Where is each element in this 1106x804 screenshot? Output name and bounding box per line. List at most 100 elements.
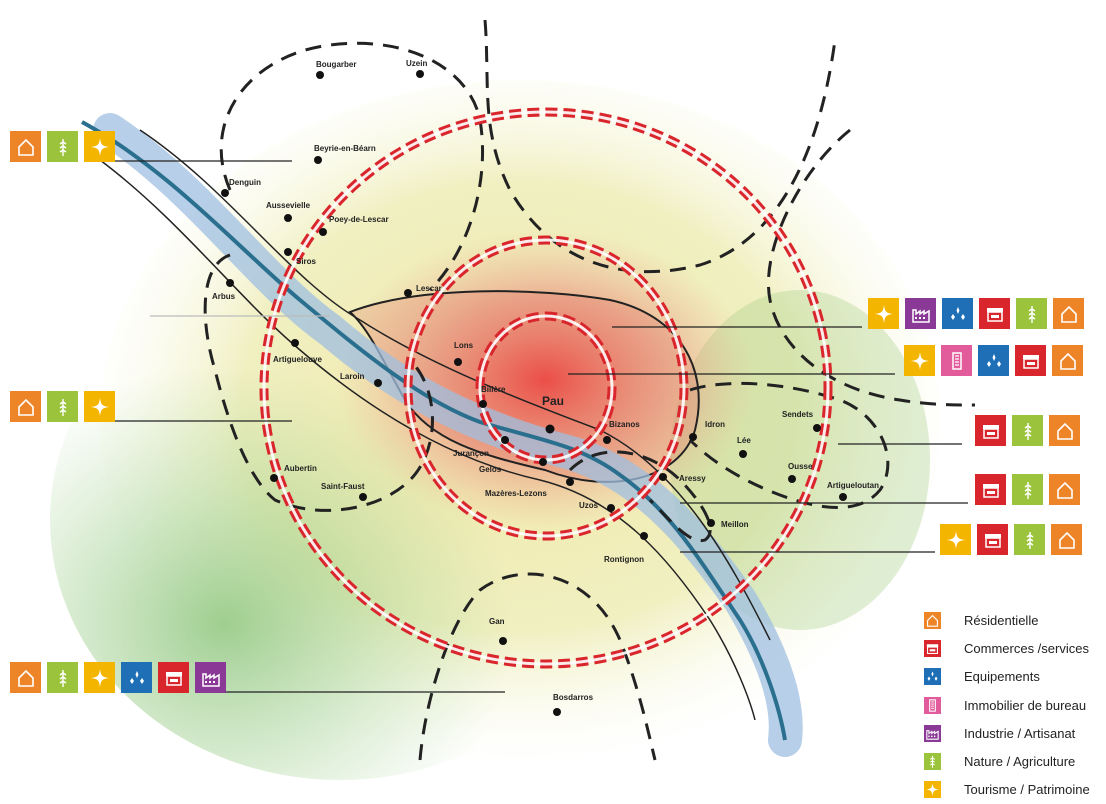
town-marker <box>316 71 324 79</box>
icon-group-east-5 <box>940 524 1082 555</box>
town-marker <box>284 214 292 222</box>
town-lee: Lée <box>737 436 751 458</box>
town-label: Gelos <box>479 465 502 474</box>
industrie-icon <box>924 724 941 742</box>
icon-group-east-3 <box>975 415 1080 446</box>
ring-outer-core <box>262 110 830 666</box>
town-label: Arbus <box>212 292 236 301</box>
residentielle-icon <box>10 131 41 162</box>
river-gave-de-pau <box>81 120 787 741</box>
legend-label: Nature / Agriculture <box>964 754 1076 770</box>
legend-item-industrie: Industrie / Artisanat <box>924 719 1106 747</box>
town-label: Uzein <box>406 59 427 68</box>
town-label: Aussevielle <box>266 201 311 210</box>
town-marker <box>545 424 555 434</box>
town-marker <box>607 504 615 512</box>
residentielle-icon <box>1053 298 1084 329</box>
nature-icon <box>924 753 941 771</box>
town-arbus: Arbus <box>212 279 236 301</box>
sector-southeast <box>568 450 712 543</box>
town-bizanos: Bizanos <box>603 420 640 444</box>
town-marker <box>689 433 697 441</box>
legend-label: Industrie / Artisanat <box>964 725 1076 741</box>
town-label: Laroin <box>340 372 365 381</box>
town-marker <box>539 458 547 466</box>
residentielle-icon <box>924 611 941 629</box>
sector-north <box>219 41 484 292</box>
sector-east <box>688 381 890 509</box>
town-beyrie-en-bearn: Beyrie-en-Béarn <box>314 144 376 164</box>
legend: Résidentielle Commerces /services Equipeme… <box>924 606 1106 804</box>
town-laroin: Laroin <box>340 372 382 387</box>
commerces-icon <box>924 639 941 657</box>
legend-item-residentielle: Résidentielle <box>924 606 1106 634</box>
town-marker <box>314 156 322 164</box>
residentielle-icon <box>10 662 41 693</box>
town-saint-faust: Saint-Faust <box>321 482 367 501</box>
town-label: Idron <box>705 420 725 429</box>
equipements-icon <box>924 668 941 686</box>
legend-item-immobilier: Immobilier de bureau <box>924 691 1106 719</box>
town-ousse: Ousse <box>788 462 813 483</box>
town-label: Artigueloutan <box>827 481 879 490</box>
town-aressy: Aressy <box>659 473 706 483</box>
town-marker <box>291 339 299 347</box>
equipements-icon <box>978 345 1009 376</box>
sector-north-center <box>483 19 837 274</box>
town-gan: Gan <box>489 617 507 645</box>
immobilier-icon <box>924 696 941 714</box>
town-marker <box>788 475 796 483</box>
towns-layer: Uzein Bougarber Beyrie-en-Béarn Denguin Auss… <box>212 59 879 716</box>
town-label: Aubertin <box>284 464 317 473</box>
urban-core-wash <box>335 230 755 530</box>
town-marker <box>374 379 382 387</box>
town-marker <box>226 279 234 287</box>
commerces-icon <box>975 474 1006 505</box>
sector-south <box>418 572 657 761</box>
town-label: Poey-de-Lescar <box>329 215 389 224</box>
nature-icon <box>47 391 78 422</box>
legend-item-equipements: Equipements <box>924 663 1106 691</box>
town-denguin: Denguin <box>221 178 261 197</box>
town-label: Denguin <box>229 178 261 187</box>
icon-group-east-2 <box>904 345 1083 376</box>
ring-middle-core <box>406 238 686 538</box>
town-jurancon: Jurançon <box>453 436 509 458</box>
town-marker <box>319 228 327 236</box>
commerces-icon <box>975 415 1006 446</box>
town-marker <box>221 189 229 197</box>
legend-label: Tourisme / Patrimoine <box>964 782 1090 798</box>
icon-group-east-1 <box>868 298 1084 329</box>
town-uzein: Uzein <box>406 59 427 78</box>
town-marker <box>707 519 715 527</box>
residentielle-icon <box>1049 415 1080 446</box>
town-sendets: Sendets <box>782 410 821 432</box>
town-siros: Siros <box>284 248 317 266</box>
sector-north-east <box>767 128 976 407</box>
town-marker <box>659 473 667 481</box>
sector-west <box>203 253 434 512</box>
town-marker <box>454 358 462 366</box>
immobilier-icon <box>941 345 972 376</box>
legend-label: Commerces /services <box>964 640 1089 656</box>
town-marker <box>640 532 648 540</box>
town-marker <box>501 436 509 444</box>
icon-group-south-west <box>10 662 226 693</box>
residentielle-icon <box>1052 345 1083 376</box>
nature-icon <box>1014 524 1045 555</box>
town-label: Ousse <box>788 462 813 471</box>
commerces-icon <box>1015 345 1046 376</box>
equipements-icon <box>942 298 973 329</box>
tourisme-icon <box>84 131 115 162</box>
industrie-icon <box>195 662 226 693</box>
town-label: Lescar <box>416 284 442 293</box>
town-marker <box>359 493 367 501</box>
town-marker <box>404 289 412 297</box>
town-marker <box>566 478 574 486</box>
town-lons: Lons <box>454 341 474 366</box>
icon-group-west <box>10 391 115 422</box>
town-artiguelouve: Artiguelouve <box>273 339 322 364</box>
town-label: Artiguelouve <box>273 355 322 364</box>
